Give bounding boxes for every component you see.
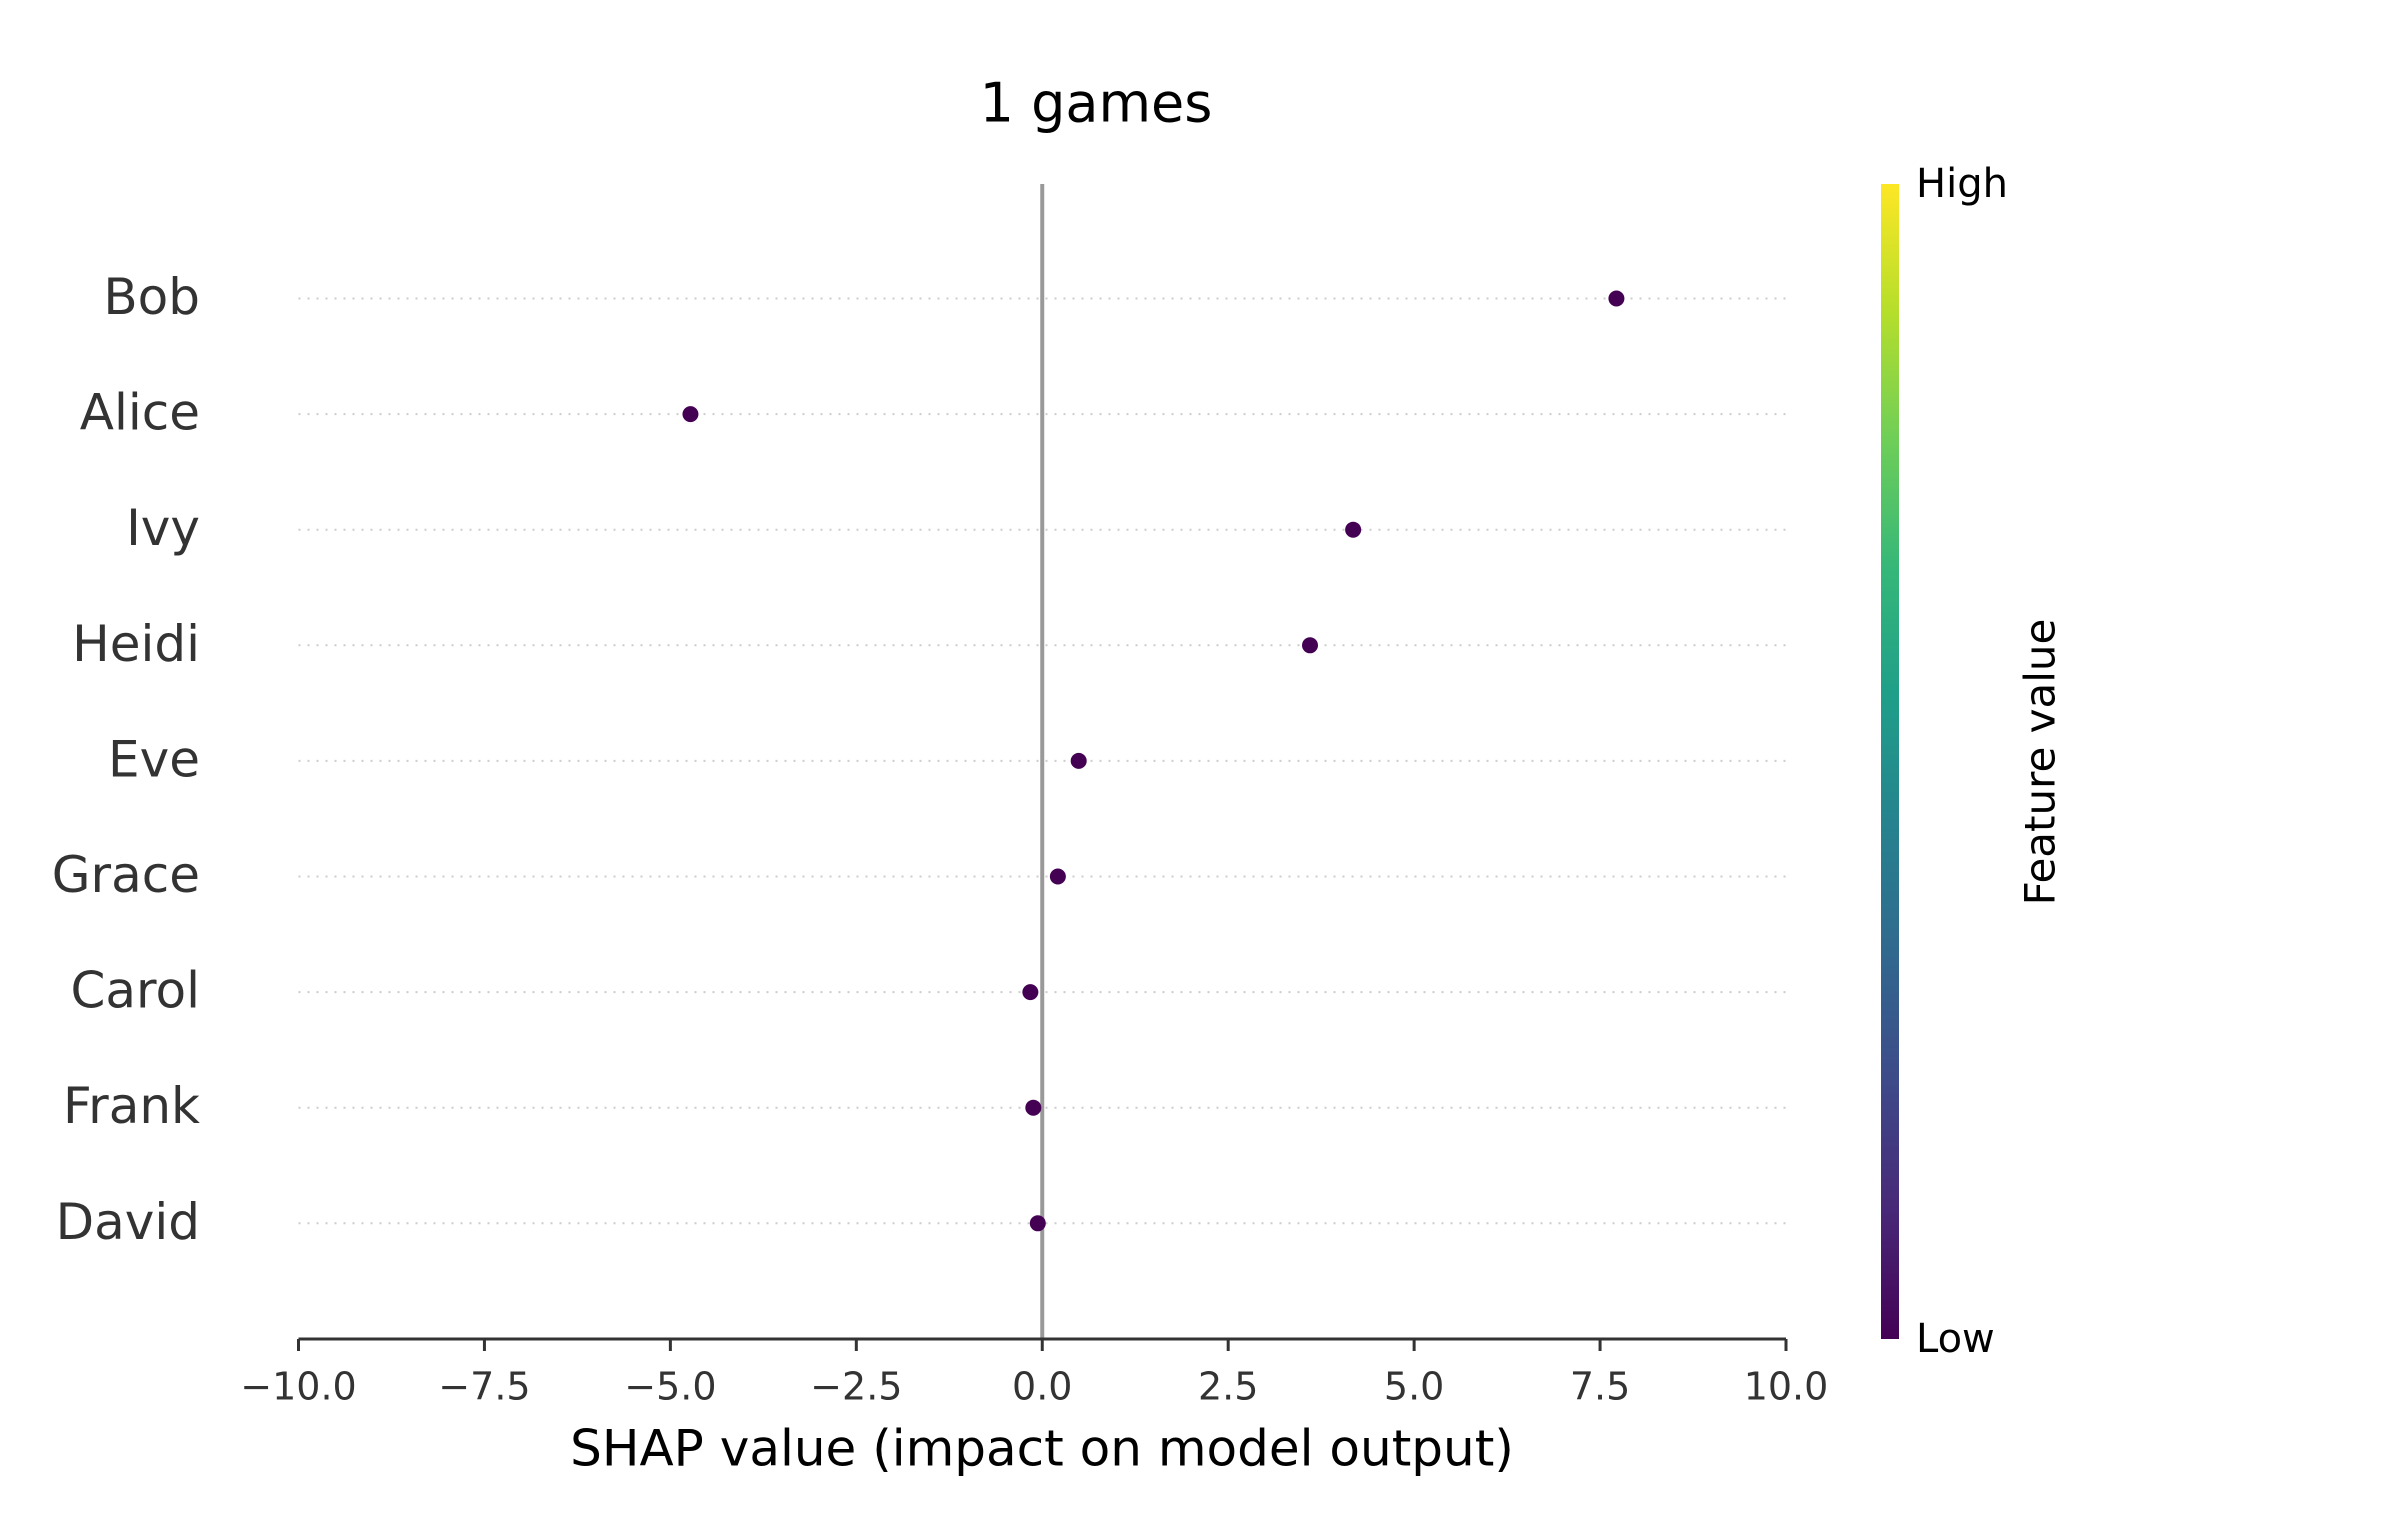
point (1302, 637, 1318, 654)
y-tick-label: Frank (63, 1077, 200, 1135)
y-tick-label: Heidi (72, 615, 200, 673)
y-tick-label: Bob (103, 268, 200, 326)
x-axis-label: SHAP value (impact on model output) (570, 1420, 1514, 1478)
point (1029, 1215, 1046, 1232)
y-tick-label: Ivy (126, 499, 200, 557)
point (1049, 868, 1066, 885)
colorbar-high-label: High (1916, 161, 2008, 207)
x-tick-label: 10.0 (1744, 1365, 1829, 1409)
y-tick-label: Eve (108, 730, 200, 788)
y-tick-label: Grace (52, 846, 200, 904)
y-tick-label: David (56, 1193, 200, 1251)
x-tick-label: −7.5 (438, 1365, 530, 1409)
point (1345, 521, 1362, 538)
point (682, 406, 699, 423)
point (1022, 984, 1039, 1001)
point (1070, 752, 1087, 769)
colorbar-low-label: Low (1916, 1316, 1995, 1362)
point (1025, 1099, 1042, 1116)
colorbar (1881, 184, 1899, 1339)
x-tick-label: −5.0 (624, 1365, 716, 1409)
x-tick-label: 7.5 (1570, 1365, 1630, 1409)
y-tick-label: Carol (71, 962, 201, 1020)
chart-title: 1 games (980, 72, 1213, 135)
x-tick-label: 2.5 (1198, 1365, 1258, 1409)
x-tick-label: −2.5 (810, 1365, 902, 1409)
colorbar-label: Feature value (2016, 619, 2065, 906)
x-tick-label: 0.0 (1012, 1365, 1072, 1409)
point (1608, 290, 1625, 307)
y-tick-label: Alice (80, 384, 200, 442)
x-tick-label: −10.0 (240, 1365, 356, 1409)
x-tick-label: 5.0 (1384, 1365, 1444, 1409)
